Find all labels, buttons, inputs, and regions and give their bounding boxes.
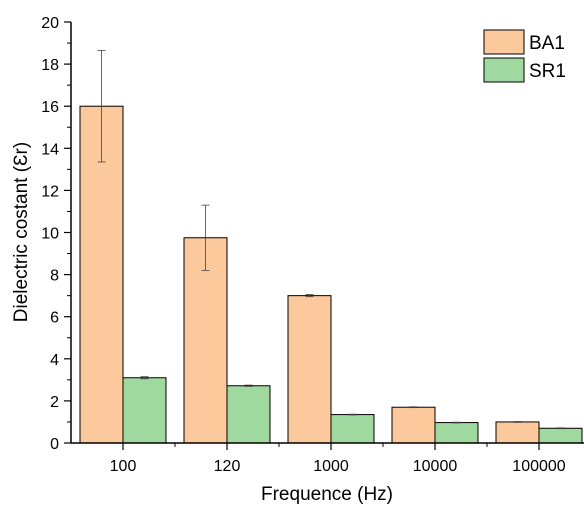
y-tick-label-16: 16 — [41, 99, 59, 116]
x-axis-label: Frequence (Hz) — [261, 484, 393, 505]
y-tick-label-20: 20 — [41, 15, 59, 32]
bar-ba1-1000 — [287, 295, 332, 444]
bar-sr1-1000 — [330, 414, 375, 444]
y-tick-label-2: 2 — [50, 394, 59, 411]
bar-sr1-10000 — [434, 422, 479, 444]
x-tick-label-10000: 10000 — [413, 458, 458, 475]
bar-ba1-120 — [183, 237, 228, 444]
legend-label-ba1: BA1 — [529, 33, 565, 54]
y-tick-label-0: 0 — [50, 436, 59, 453]
x-tick-label-100000: 100000 — [512, 458, 565, 475]
y-ticks: 0 2 4 6 8 10 12 14 16 18 20 — [41, 15, 71, 453]
y-tick-label-14: 14 — [41, 141, 59, 158]
bars-layer — [79, 105, 583, 444]
y-axis-label: Dielectric costant (Ɛr) — [11, 142, 32, 322]
x-ticks: 100 120 1000 10000 100000 — [110, 443, 566, 475]
legend-label-sr1: SR1 — [529, 61, 566, 82]
y-tick-label-10: 10 — [41, 226, 59, 243]
y-tick-label-6: 6 — [50, 310, 59, 327]
legend-swatch-sr1 — [483, 57, 525, 83]
y-tick-label-18: 18 — [41, 57, 59, 74]
bar-ba1-10000 — [391, 406, 436, 444]
x-tick-label-1000: 1000 — [313, 458, 349, 475]
y-tick-label-8: 8 — [50, 268, 59, 285]
x-tick-label-100: 100 — [110, 458, 137, 475]
legend-swatch-ba1 — [483, 29, 525, 55]
bar-ba1-100000 — [495, 421, 540, 444]
bar-sr1-100000 — [538, 427, 583, 444]
bar-sr1-120 — [226, 385, 271, 444]
bar-sr1-100 — [122, 377, 167, 444]
y-tick-label-4: 4 — [50, 352, 59, 369]
x-tick-label-120: 120 — [214, 458, 241, 475]
y-tick-label-12: 12 — [41, 183, 59, 200]
error-bars-layer — [97, 50, 565, 430]
